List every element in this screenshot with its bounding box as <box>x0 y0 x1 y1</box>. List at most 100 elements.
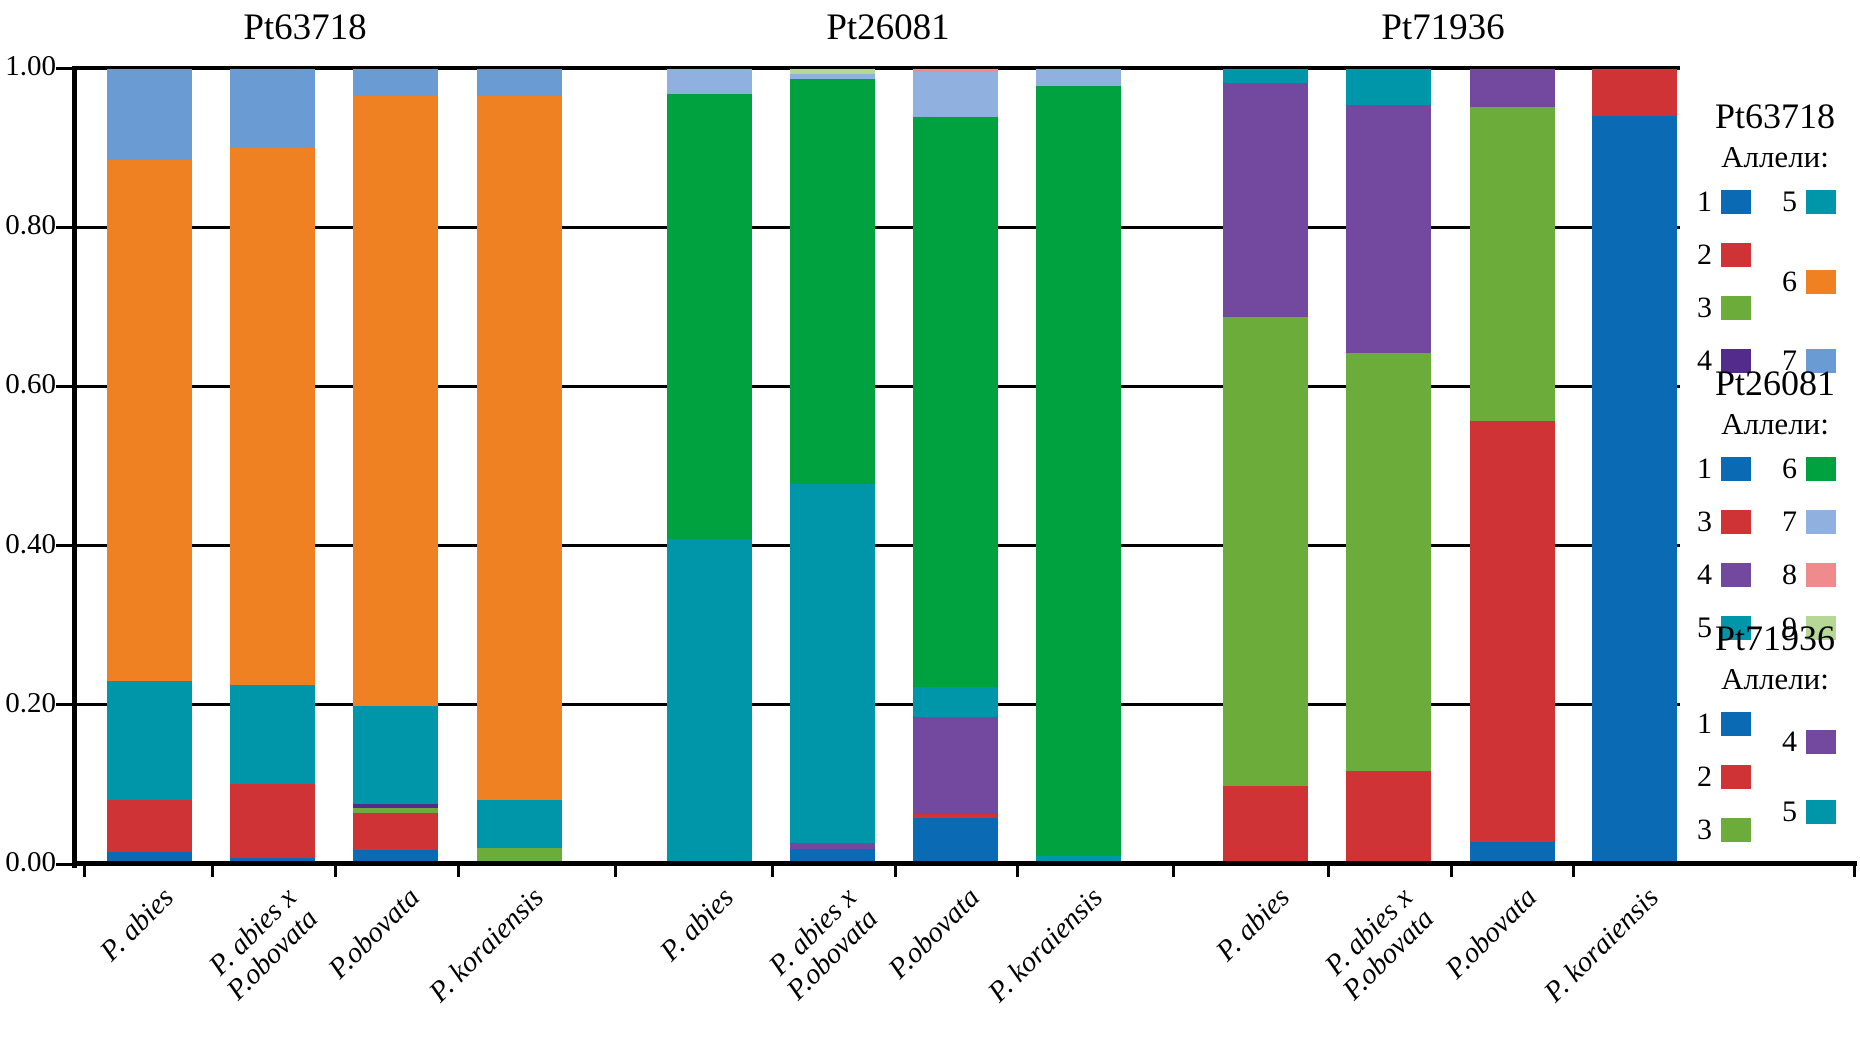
allele-number: 2 <box>1697 760 1712 793</box>
legend-item-allele-7: 7 <box>1775 344 1860 378</box>
x-axis-tick <box>457 864 460 877</box>
gridline-0.60 <box>74 384 1680 388</box>
legend-locus-title: Pt63718 <box>1714 96 1836 136</box>
stacked-bar-Pt71936-2 <box>1346 68 1431 864</box>
legend-column-2: 5 6 7 <box>1775 185 1860 378</box>
allele-number: 1 <box>1697 452 1712 485</box>
bar-segment-allele-3 <box>1346 352 1431 771</box>
bar-segment-allele-6 <box>667 93 752 540</box>
allele-number: 1 <box>1697 185 1712 218</box>
bar-segment-allele-7 <box>477 68 562 96</box>
color-swatch <box>1721 190 1751 214</box>
color-swatch <box>1806 510 1836 534</box>
bar-segment-allele-1 <box>107 851 192 864</box>
bar-segment-allele-6 <box>477 95 562 801</box>
allele-number: 6 <box>1782 264 1797 298</box>
legend-item-allele-1: 1 <box>1690 452 1775 486</box>
legend-subtitle: Аллели: <box>1721 406 1829 441</box>
legend-item-allele-5: 5 <box>1690 611 1775 645</box>
color-swatch <box>1806 349 1836 373</box>
stacked-bar-Pt63718-2 <box>230 68 315 864</box>
legend-item-allele-1: 1 <box>1690 185 1775 219</box>
allele-number: 5 <box>1782 185 1797 218</box>
stacked-bar-Pt63718-3 <box>353 68 438 864</box>
color-swatch <box>1806 729 1836 754</box>
group-title-Pt26081: Pt26081 <box>826 7 950 48</box>
allele-number: 4 <box>1697 344 1712 377</box>
bar-segment-allele-1 <box>913 817 998 864</box>
bar-segment-allele-8 <box>913 68 998 72</box>
legend-column-1: 1 2 3 <box>1690 707 1775 847</box>
stacked-bar-Pt63718-4 <box>477 68 562 864</box>
x-axis-tick <box>1853 864 1856 877</box>
allele-number: 6 <box>1782 452 1797 485</box>
color-swatch <box>1721 616 1751 640</box>
legend-item-allele-2: 2 <box>1690 760 1775 794</box>
legend-item-allele-5: 5 <box>1775 185 1860 219</box>
bar-segment-allele-5 <box>1346 68 1431 106</box>
x-axis-tick <box>894 864 897 877</box>
bar-segment-allele-4 <box>1223 82 1308 318</box>
bar-segment-allele-4 <box>1470 68 1555 108</box>
bar-segment-allele-2 <box>1346 770 1431 864</box>
stacked-bar-Pt26081-1 <box>667 68 752 864</box>
allele-number: 2 <box>1697 238 1712 271</box>
legend-item-allele-5: 5 <box>1775 795 1860 829</box>
group-title-Pt63718: Pt63718 <box>243 7 367 48</box>
color-swatch <box>1721 818 1751 842</box>
legend-subtitle: Аллели: <box>1721 139 1829 174</box>
legend-section-Pt63718: Pt63718 Аллели: 1 2 3 4 5 6 7 <box>1690 95 1860 378</box>
allele-number: 7 <box>1782 344 1797 377</box>
y-axis-tick <box>56 544 75 548</box>
color-swatch <box>1721 510 1751 534</box>
color-swatch <box>1806 616 1836 640</box>
color-swatch <box>1721 563 1751 587</box>
color-swatch <box>1721 349 1751 373</box>
legend-item-allele-6: 6 <box>1775 452 1860 486</box>
bar-segment-allele-5 <box>353 705 438 804</box>
x-axis-tick <box>334 864 337 877</box>
bar-segment-allele-2 <box>1223 785 1308 864</box>
legend-item-allele-7: 7 <box>1775 505 1860 539</box>
bar-segment-allele-2 <box>1592 68 1677 116</box>
color-swatch <box>1806 563 1836 587</box>
y-axis-label: 0.40 <box>5 527 56 560</box>
stacked-bar-Pt63718-1 <box>107 68 192 864</box>
legend-subtitle: Аллели: <box>1721 661 1829 696</box>
y-axis-label: 0.60 <box>5 368 56 401</box>
stacked-bar-Pt26081-4 <box>1036 68 1121 864</box>
bar-segment-allele-7 <box>107 68 192 160</box>
stacked-bar-Pt26081-3 <box>913 68 998 864</box>
allele-number: 5 <box>1782 795 1797 829</box>
y-axis-label: 0.80 <box>5 209 56 242</box>
y-axis <box>72 66 77 868</box>
x-axis <box>72 861 1857 866</box>
legend-columns: 1 3 4 5 6 7 8 9 <box>1690 452 1860 645</box>
bar-segment-allele-2 <box>107 799 192 853</box>
bar-segment-allele-7 <box>353 68 438 96</box>
allele-number: 3 <box>1697 291 1712 324</box>
legend-section-Pt71936: Pt71936 Аллели: 1 2 3 4 5 <box>1690 617 1860 847</box>
legend-column-1: 1 2 3 4 <box>1690 185 1775 378</box>
bar-segment-allele-3 <box>913 813 998 818</box>
color-swatch <box>1721 765 1751 789</box>
bar-segment-allele-4 <box>790 841 875 849</box>
legend-locus-title: Pt71936 <box>1714 618 1836 658</box>
bar-segment-allele-3 <box>477 847 562 864</box>
color-swatch <box>1721 712 1751 736</box>
x-axis-tick <box>211 864 214 877</box>
bar-segment-allele-3 <box>1470 106 1555 422</box>
y-axis-label: 1.00 <box>5 50 56 83</box>
y-axis-tick <box>56 384 75 388</box>
legend-item-allele-6: 6 <box>1775 265 1860 299</box>
x-axis-tick <box>83 864 86 877</box>
allele-number: 4 <box>1782 724 1797 758</box>
bar-segment-allele-1 <box>230 856 315 864</box>
bar-segment-allele-7 <box>790 72 875 80</box>
bar-segment-allele-2 <box>353 812 438 851</box>
legend-column-1: 1 3 4 5 <box>1690 452 1775 645</box>
gridline-0.40 <box>74 544 1680 548</box>
legend-item-allele-2: 2 <box>1690 238 1775 272</box>
